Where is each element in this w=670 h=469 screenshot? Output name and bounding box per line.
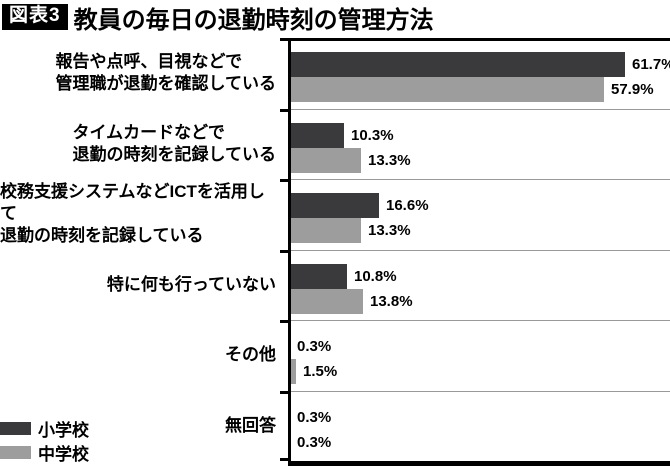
legend-item-junior-high: 中学校 xyxy=(0,444,200,464)
category-label: 特に何も行っていない xyxy=(0,250,281,321)
bar-elementary xyxy=(288,193,379,218)
bar-junior-high xyxy=(288,218,361,243)
legend-item-elementary: 小学校 xyxy=(0,420,200,440)
category-label: その他 xyxy=(0,320,281,391)
category-label: 校務支援システムなどICTを活用して 退勤の時刻を記録している xyxy=(0,179,281,250)
value-label: 13.3% xyxy=(368,151,411,169)
chart-bottom-border xyxy=(288,461,670,466)
y-axis-line xyxy=(288,38,291,466)
row-separator xyxy=(288,390,670,392)
bar-junior-high xyxy=(288,77,604,102)
value-label: 1.5% xyxy=(303,363,338,380)
category-label-text: 報告や点呼、目視などで 管理職が退勤を確認している xyxy=(55,52,277,94)
bar-chart: 報告や点呼、目視などで 管理職が退勤を確認している 61.7% 57.9% タイムカー… xyxy=(0,38,670,466)
bar-junior-high xyxy=(288,359,296,384)
category-label: 無回答 xyxy=(0,391,281,462)
row-separator xyxy=(288,320,670,321)
value-label: 0.3% xyxy=(297,433,332,451)
axis-tick xyxy=(280,458,288,461)
category-label: 報告や点呼、目視などで 管理職が退勤を確認している xyxy=(0,38,281,109)
bar-elementary xyxy=(288,263,347,289)
category-label-text: 校務支援システムなどICTを活用して 退勤の時刻を記録している xyxy=(0,182,265,246)
value-label: 16.6% xyxy=(386,197,429,214)
value-label: 13.3% xyxy=(368,222,411,239)
bar-junior-high xyxy=(288,288,363,314)
axis-tick xyxy=(280,108,288,112)
chart-top-border xyxy=(288,38,670,41)
row-separator xyxy=(288,249,670,251)
value-label: 10.8% xyxy=(354,267,397,285)
category-label: タイムカードなどで 退勤の時刻を記録している xyxy=(0,109,281,180)
figure-number-badge: 図表3 xyxy=(2,4,68,30)
value-label: 10.3% xyxy=(351,126,394,144)
axis-tick xyxy=(280,249,288,253)
legend-swatch-junior-high xyxy=(0,446,31,459)
axis-tick xyxy=(280,179,288,182)
legend-label-elementary: 小学校 xyxy=(38,421,89,440)
category-label-text: タイムカードなどで 退勤の時刻を記録している xyxy=(72,122,277,164)
bar-elementary xyxy=(288,52,625,77)
row-separator xyxy=(288,108,670,110)
figure-title-text: 教員の毎日の退勤時刻の管理方法 xyxy=(73,6,434,34)
axis-tick xyxy=(280,390,288,394)
legend-label-junior-high: 中学校 xyxy=(38,445,89,464)
row-separator xyxy=(288,179,670,180)
figure-title: 図表3 教員の毎日の退勤時刻の管理方法 xyxy=(2,2,670,34)
value-label: 13.8% xyxy=(370,292,413,310)
legend: 小学校 中学校 xyxy=(0,420,200,468)
value-label: 61.7% xyxy=(632,56,670,73)
legend-swatch-elementary xyxy=(0,422,31,435)
value-label: 57.9% xyxy=(611,81,654,98)
bar-elementary xyxy=(288,122,344,148)
bar-junior-high xyxy=(288,147,361,173)
category-label-text: その他 xyxy=(225,345,276,365)
axis-tick xyxy=(280,38,288,41)
value-label: 0.3% xyxy=(297,408,332,426)
value-label: 0.3% xyxy=(297,338,332,355)
axis-tick xyxy=(280,320,288,323)
category-label-text: 無回答 xyxy=(225,415,276,435)
category-label-text: 特に何も行っていない xyxy=(106,274,276,294)
